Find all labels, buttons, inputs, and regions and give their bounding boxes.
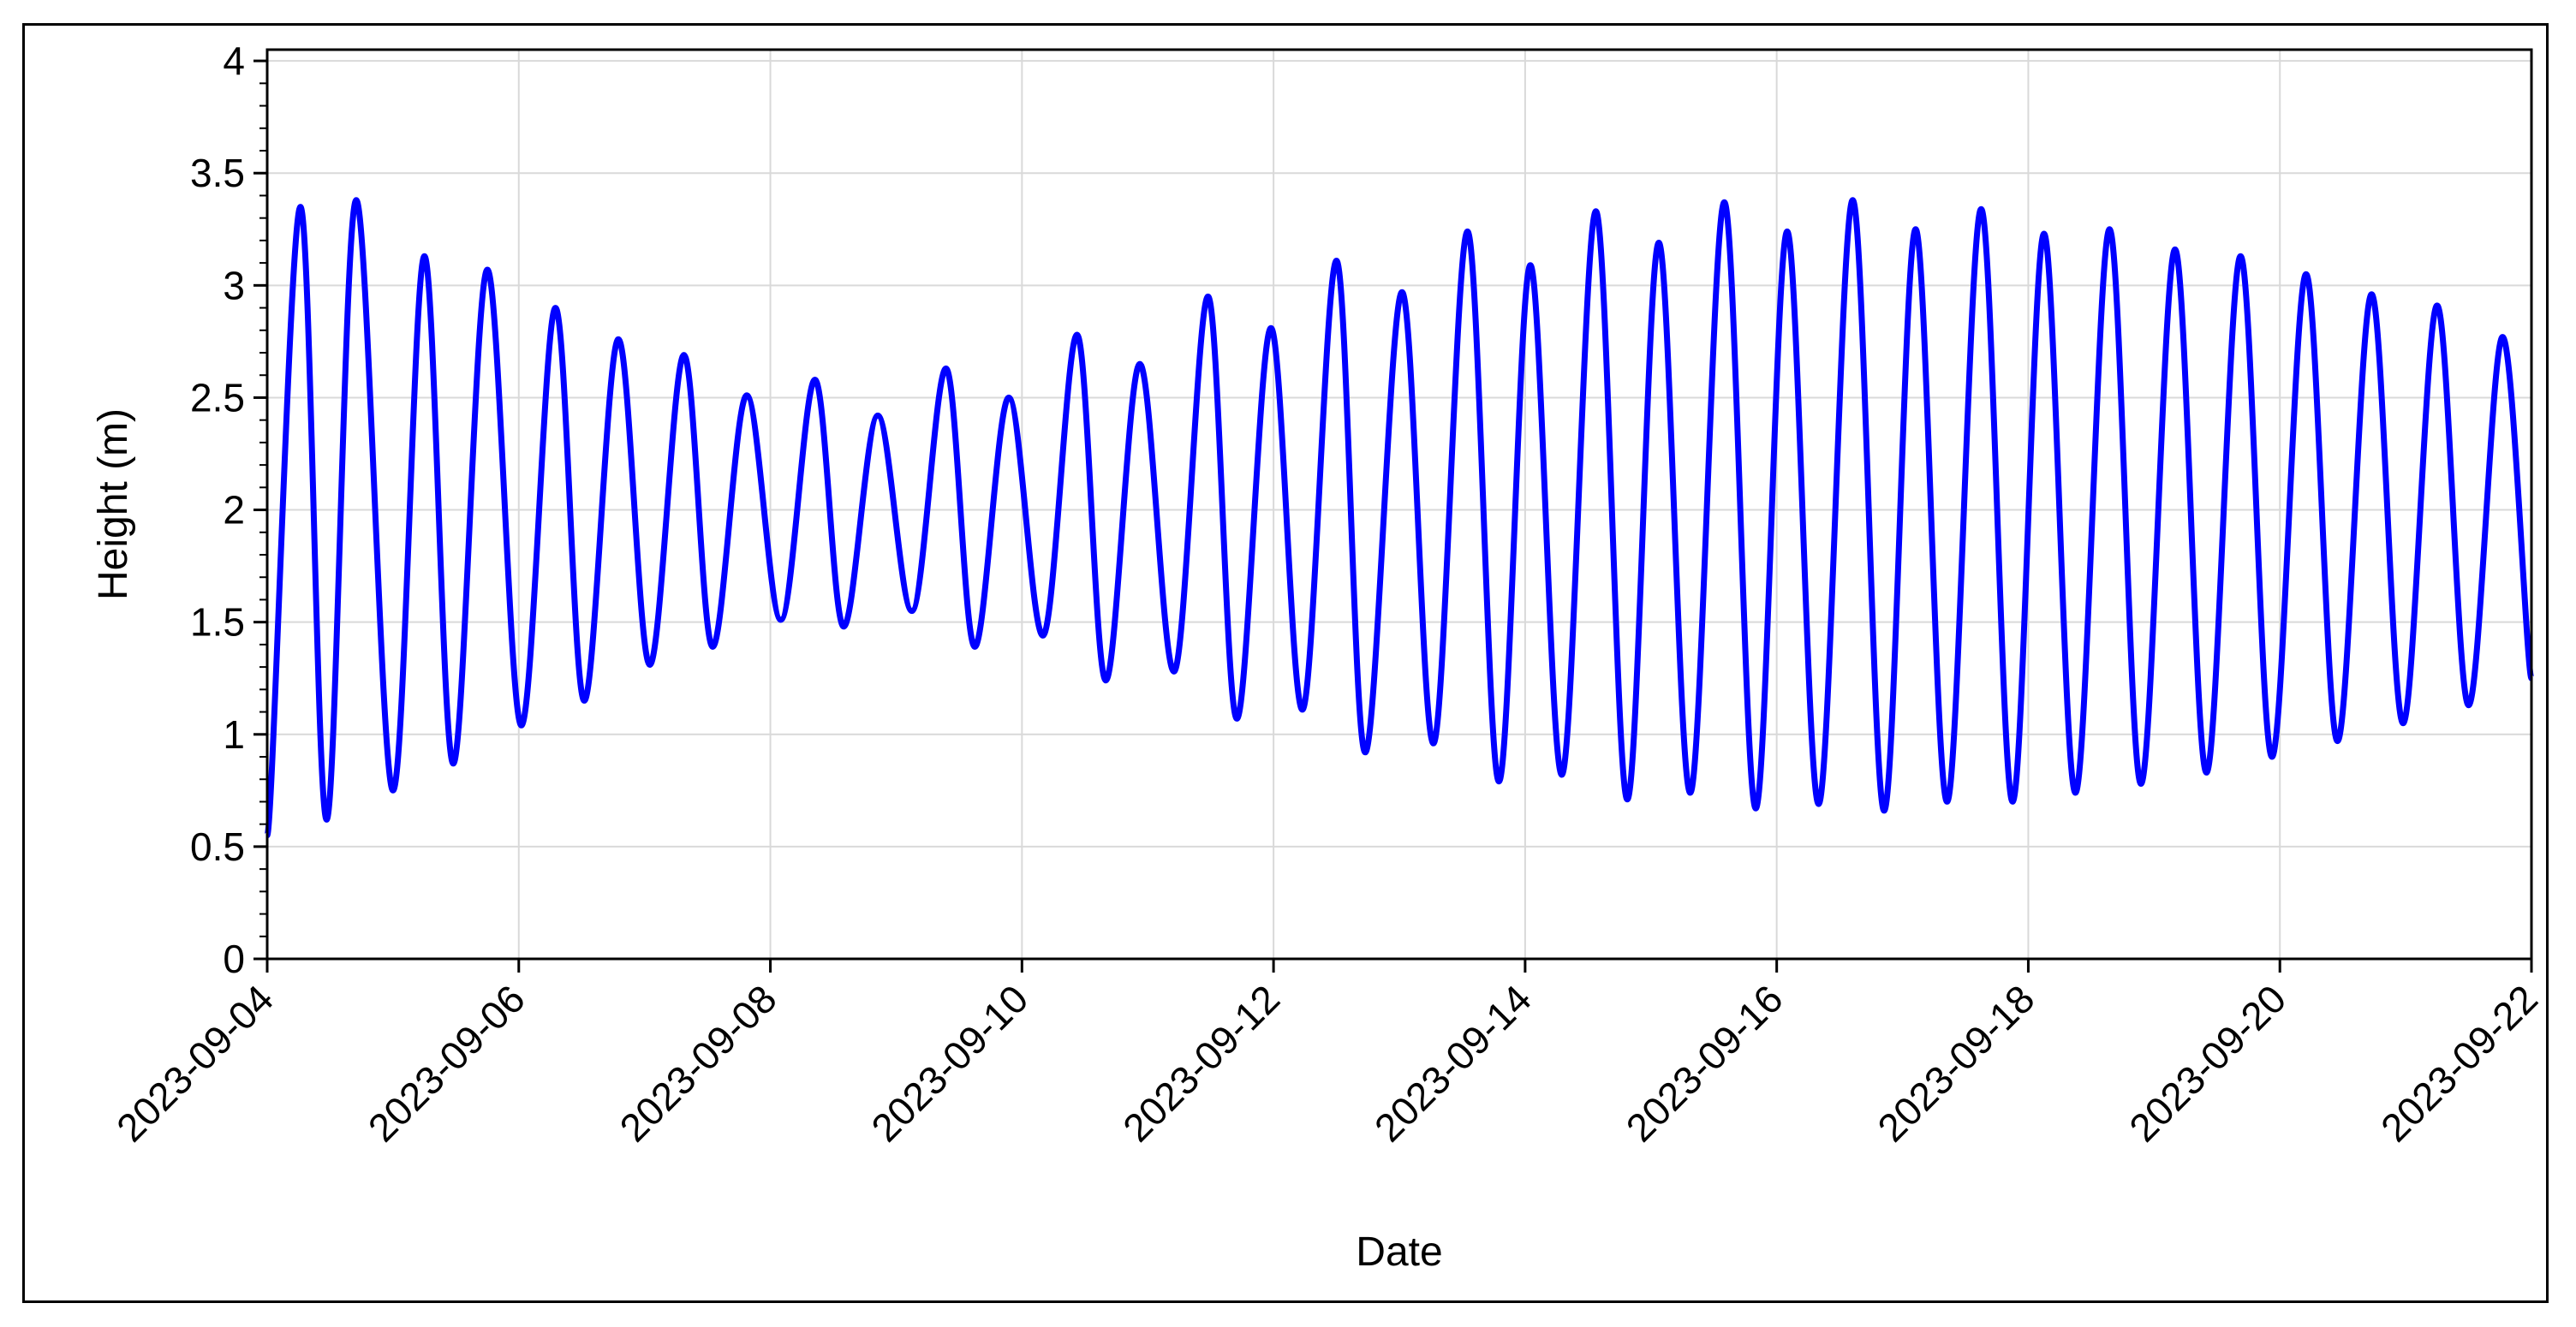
y-tick-label: 1.5 bbox=[190, 600, 245, 645]
x-tick-label: 2023-09-10 bbox=[862, 976, 1036, 1150]
y-tick-label: 1 bbox=[223, 712, 245, 757]
x-tick-label: 2023-09-20 bbox=[2120, 976, 2294, 1150]
x-tick-label: 2023-09-14 bbox=[1366, 976, 1540, 1150]
y-axis: 0 0.5 1 1.5 2 2.5 3 3.5 4 bbox=[190, 39, 267, 981]
plot-area-border bbox=[265, 48, 2533, 961]
y-tick-label: 3.5 bbox=[190, 151, 245, 195]
y-tick-label: 2 bbox=[223, 488, 245, 533]
x-tick-label: 2023-09-18 bbox=[1869, 976, 2042, 1150]
x-tick-label: 2023-09-22 bbox=[2372, 976, 2546, 1150]
x-tick-label: 2023-09-04 bbox=[108, 976, 282, 1150]
x-tick-label: 2023-09-16 bbox=[1618, 976, 1792, 1150]
x-tick-label: 2023-09-12 bbox=[1114, 976, 1288, 1150]
x-axis-title: Date bbox=[1356, 1229, 1442, 1275]
figure-frame bbox=[22, 23, 2549, 1303]
y-tick-label: 4 bbox=[223, 39, 245, 83]
series-line bbox=[264, 197, 2535, 839]
x-tick-label: 2023-09-08 bbox=[611, 976, 784, 1150]
y-tick-label: 3 bbox=[223, 263, 245, 307]
x-axis: 2023-09-04 2023-09-06 2023-09-08 2023-09-10… bbox=[108, 959, 2546, 1150]
y-tick-label: 0.5 bbox=[190, 824, 245, 869]
y-axis-title: Height (m) bbox=[91, 408, 136, 600]
x-tick-label: 2023-09-06 bbox=[360, 976, 534, 1150]
y-tick-label: 2.5 bbox=[190, 375, 245, 420]
y-tick-label: 0 bbox=[223, 937, 245, 981]
